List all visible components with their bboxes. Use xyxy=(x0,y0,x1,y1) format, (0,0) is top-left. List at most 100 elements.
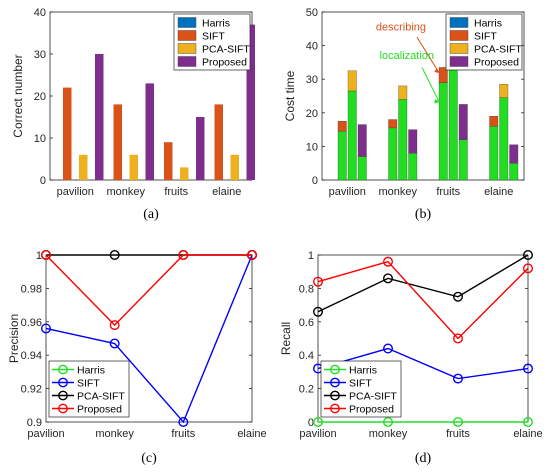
bar-describing-sift-fruits xyxy=(438,67,448,83)
point-sift xyxy=(41,323,52,334)
y-tick-label: 0.2 xyxy=(299,384,314,396)
legend-label: PCA-SIFT xyxy=(349,390,397,402)
y-tick-label: 20 xyxy=(306,108,318,120)
legend-marker xyxy=(330,403,340,414)
bar-describing-proposed-fruits xyxy=(458,104,468,140)
legend-label: PCA-SIFT xyxy=(202,43,250,55)
point-harris xyxy=(383,417,394,428)
line-sift xyxy=(317,347,529,380)
bar-localization-pca-sift-monkey xyxy=(398,99,408,181)
legend-marker xyxy=(58,403,68,414)
bar-localization-pca-sift-elaine xyxy=(499,97,509,181)
point-sift xyxy=(383,343,394,354)
point-pca-sift xyxy=(453,291,464,302)
bar-proposed-fruits xyxy=(196,117,205,180)
legend-label: SIFT xyxy=(474,30,497,42)
annotation-localization-arrowhead xyxy=(434,99,440,104)
bar-localization-proposed-monkey xyxy=(408,152,418,181)
point-proposed xyxy=(313,276,324,287)
legend-swatch xyxy=(449,30,469,41)
bar-describing-pca-sift-pavilion xyxy=(347,70,357,92)
legend-marker xyxy=(58,377,68,388)
bar-describing-proposed-pavilion xyxy=(357,124,367,157)
panel-c: 0.9 0.92 0.94 0.96 0.98 1 Precision pavilion mon… xyxy=(7,249,267,466)
y-tick-label: 0.4 xyxy=(299,350,314,362)
y-tick-label: 0.98 xyxy=(21,283,42,295)
point-harris xyxy=(453,417,464,428)
panel-label: (b) xyxy=(415,207,432,222)
panel-label: (c) xyxy=(141,451,157,466)
legend-swatch xyxy=(177,43,197,54)
legend-label: PCA-SIFT xyxy=(474,43,522,55)
legend-swatch xyxy=(177,30,197,41)
annotation-describing-arrow xyxy=(416,36,440,74)
legend-marker xyxy=(58,364,68,375)
legend-marker xyxy=(330,377,340,388)
point-proposed xyxy=(178,249,189,260)
bar-describing-sift-pavilion xyxy=(337,121,347,132)
point-harris xyxy=(313,417,324,428)
legend-marker xyxy=(58,390,68,401)
point-pca-sift xyxy=(313,306,324,317)
bar-describing-sift-elaine xyxy=(489,116,499,127)
legend-swatch xyxy=(449,56,469,67)
bar-sift-monkey xyxy=(113,104,122,180)
x-tick-label: elaine xyxy=(484,186,513,198)
y-tick-label: 20 xyxy=(34,91,46,103)
point-proposed xyxy=(41,249,52,260)
y-axis-label: Precision xyxy=(7,314,21,363)
y-tick-label: 0.92 xyxy=(21,384,42,396)
legend-label: Proposed xyxy=(77,403,122,415)
bar-localization-sift-fruits xyxy=(438,82,448,181)
y-axis-label: Recall xyxy=(279,322,293,355)
y-tick-label: 30 xyxy=(34,49,46,61)
legend-marker xyxy=(330,364,340,375)
line-proposed xyxy=(45,254,252,327)
panel-b: 0 10 20 30 40 50 Cost time pavilion monkey fruits… xyxy=(283,7,525,222)
point-pca-sift xyxy=(383,273,394,284)
x-tick-label: monkey xyxy=(378,186,417,198)
bar-localization-sift-pavilion xyxy=(337,131,347,181)
bar-describing-proposed-elaine xyxy=(509,144,519,164)
y-tick-label: 50 xyxy=(306,7,318,19)
x-tick-label: pavilion xyxy=(57,186,94,198)
bar-pca-sift-fruits xyxy=(180,167,189,180)
bar-localization-sift-monkey xyxy=(388,127,398,181)
y-tick-label: 0 xyxy=(308,417,314,429)
y-axis-label: Cost time xyxy=(283,70,297,121)
bar-localization-proposed-elaine xyxy=(509,163,519,181)
bar-localization-proposed-fruits xyxy=(458,139,468,181)
x-tick-label: fruits xyxy=(171,428,195,440)
line-sift xyxy=(45,254,253,424)
x-tick-label: fruits xyxy=(436,186,460,198)
bar-pca-sift-pavilion xyxy=(79,154,88,180)
legend-label: SIFT xyxy=(349,377,372,389)
legend-label: Harris xyxy=(474,17,502,29)
x-tick-label: fruits xyxy=(164,186,188,198)
x-tick-label: pavilion xyxy=(27,428,64,440)
bar-sift-elaine xyxy=(214,104,223,180)
x-tick-label: elaine xyxy=(237,428,266,440)
x-tick-label: fruits xyxy=(446,428,470,440)
legend-box xyxy=(320,360,402,418)
bar-localization-sift-elaine xyxy=(489,126,499,181)
bar-proposed-pavilion xyxy=(95,54,104,180)
y-tick-label: 40 xyxy=(34,7,46,19)
bar-proposed-elaine xyxy=(246,24,255,180)
point-pca-sift xyxy=(109,249,120,260)
bar-describing-pca-sift-monkey xyxy=(398,85,408,100)
legend-label: PCA-SIFT xyxy=(77,390,125,402)
point-proposed xyxy=(246,249,257,260)
panel-label: (a) xyxy=(143,207,159,222)
legend-label: Proposed xyxy=(474,56,519,68)
line-pca-sift xyxy=(317,254,529,313)
point-sift xyxy=(178,417,189,428)
annotation-localization-arrow xyxy=(421,67,440,103)
line-proposed xyxy=(317,260,529,340)
panel-a: 0 10 20 30 40 Correct number pavilion monkey fru… xyxy=(11,7,255,222)
point-sift xyxy=(453,373,464,384)
bar-pca-sift-monkey xyxy=(129,154,138,180)
legend-label: Harris xyxy=(202,17,230,29)
annotation-describing: describing xyxy=(376,21,426,33)
